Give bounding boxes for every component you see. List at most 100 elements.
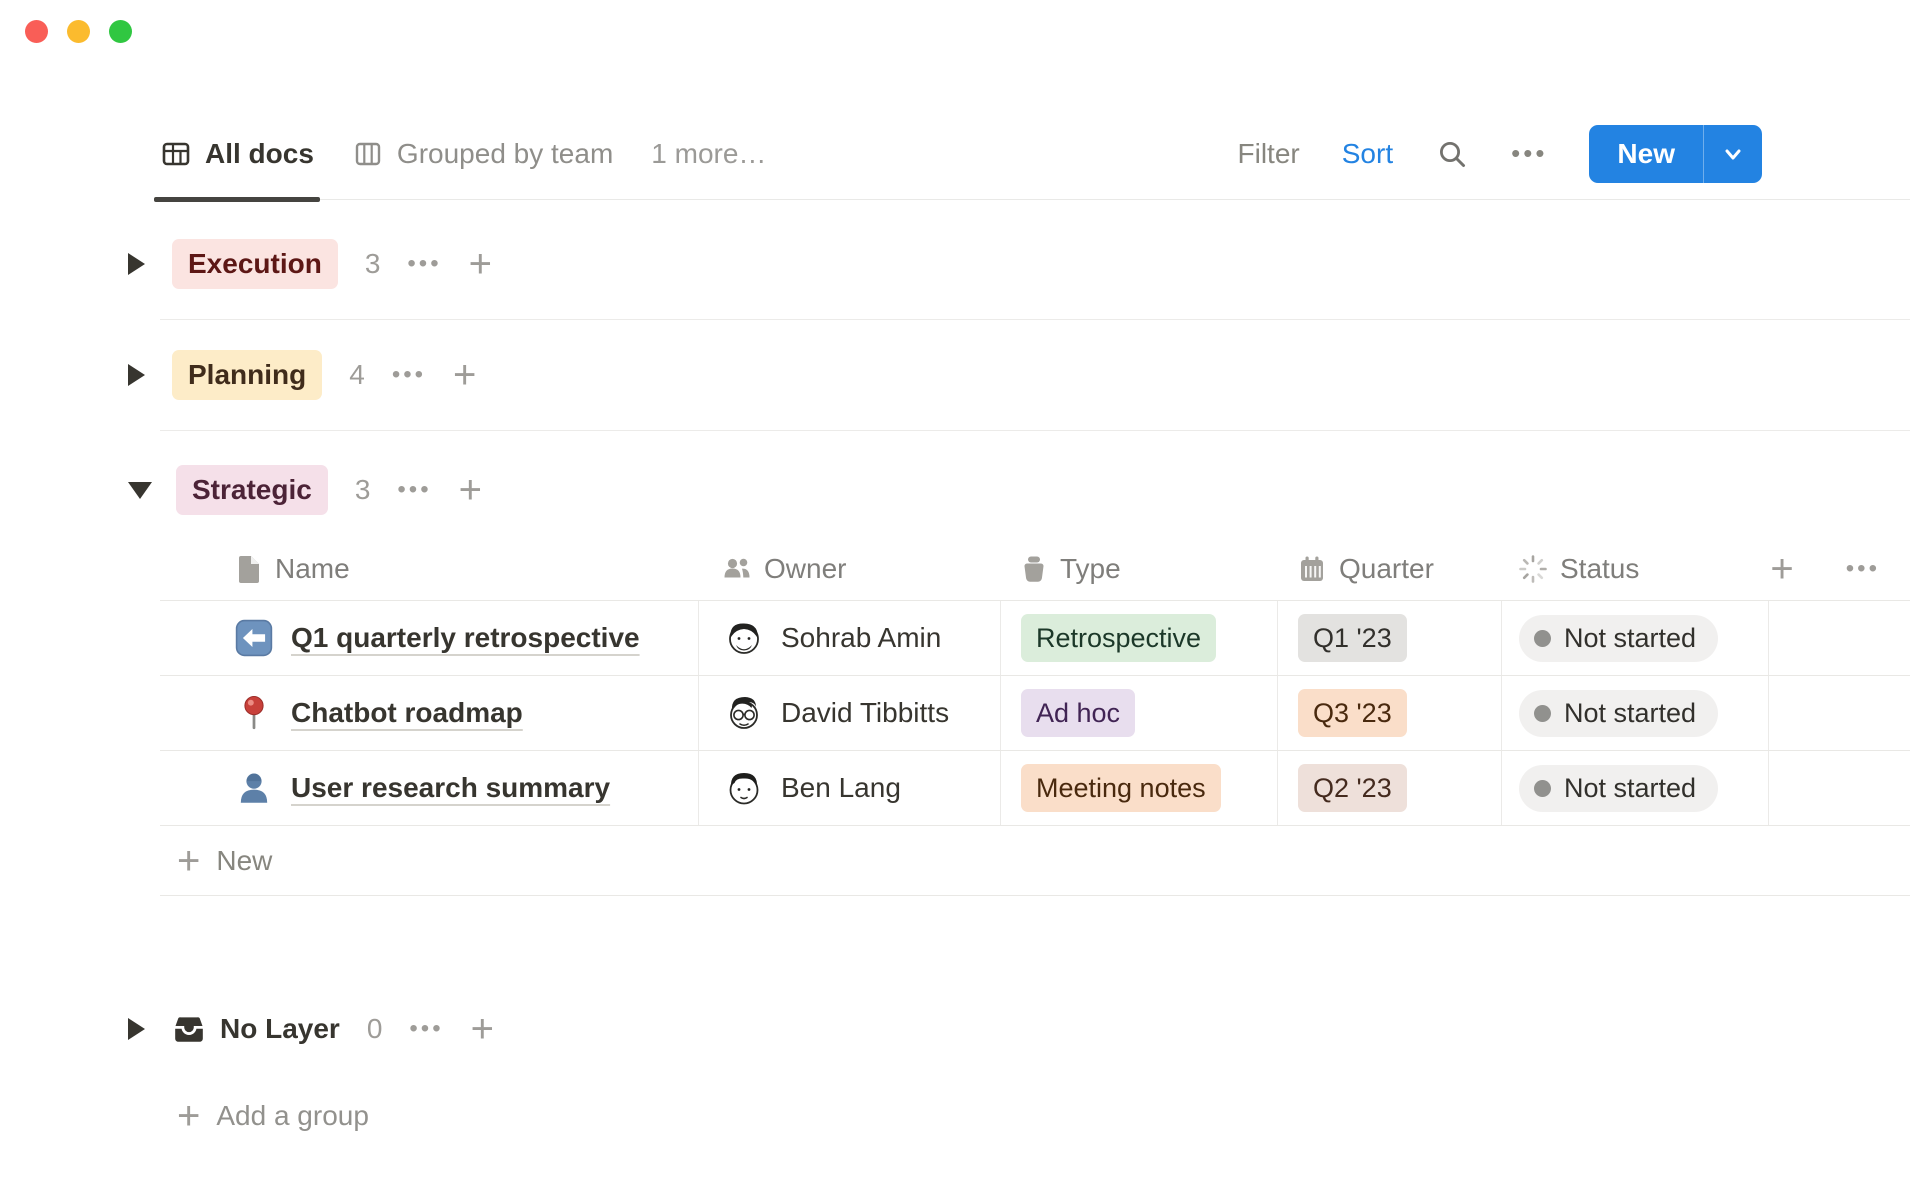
- board-view-icon: [352, 138, 384, 170]
- disclosure-triangle-icon[interactable]: [128, 1018, 145, 1040]
- column-header-quarter[interactable]: Quarter: [1277, 537, 1501, 600]
- disclosure-triangle-icon[interactable]: [128, 364, 145, 386]
- tab-grouped-by-team[interactable]: Grouped by team: [352, 108, 613, 200]
- group-label: No Layer: [220, 1013, 340, 1044]
- group-options-ellipsis-icon[interactable]: •••: [409, 1015, 444, 1042]
- group-count: 0: [366, 1013, 383, 1044]
- column-header-type[interactable]: Type: [1000, 537, 1277, 600]
- group-header-no-layer: No Layer 0 ••• +: [0, 1000, 1920, 1058]
- doc-title-link[interactable]: User research summary: [291, 772, 611, 803]
- disclosure-triangle-icon[interactable]: [128, 253, 145, 275]
- type-tag[interactable]: Ad hoc: [1021, 688, 1136, 738]
- avatar: [723, 692, 765, 734]
- toolbar-actions: Filter Sort ••• New: [1237, 124, 1910, 183]
- group-divider: [160, 430, 1910, 431]
- select-icon: [1020, 554, 1048, 584]
- type-tag[interactable]: Retrospective: [1021, 613, 1217, 663]
- status-badge[interactable]: Not started: [1519, 614, 1719, 662]
- group-tag[interactable]: Planning: [172, 349, 323, 401]
- column-header-name[interactable]: Name: [160, 537, 698, 600]
- filter-button[interactable]: Filter: [1237, 137, 1300, 169]
- status-badge[interactable]: Not started: [1519, 689, 1719, 737]
- new-row-button[interactable]: + New: [160, 826, 1910, 896]
- doc-title-link[interactable]: Chatbot roadmap: [291, 697, 523, 728]
- owner-cell[interactable]: Sohrab Amin: [698, 601, 1000, 675]
- group-options-ellipsis-icon[interactable]: •••: [407, 250, 442, 277]
- type-cell[interactable]: Ad hoc: [1000, 676, 1277, 750]
- empty-cell[interactable]: [1768, 676, 1910, 750]
- group-tag[interactable]: Strategic: [176, 464, 328, 516]
- empty-cell[interactable]: [1768, 751, 1910, 825]
- sort-button[interactable]: Sort: [1341, 137, 1394, 169]
- empty-cell[interactable]: [1768, 601, 1910, 675]
- new-button[interactable]: New: [1589, 124, 1762, 183]
- view-tabs: All docs Grouped by team: [154, 108, 613, 202]
- status-label: Not started: [1564, 772, 1697, 803]
- more-views-link[interactable]: 1 more…: [651, 137, 767, 169]
- avatar: [723, 617, 765, 659]
- add-column-plus-icon[interactable]: +: [1770, 546, 1794, 591]
- people-icon: [722, 554, 752, 584]
- name-cell[interactable]: Chatbot roadmap: [160, 676, 698, 750]
- status-dot-icon: [1534, 704, 1551, 722]
- quarter-cell[interactable]: Q1 '23: [1277, 601, 1501, 675]
- status-label: Not started: [1564, 622, 1697, 653]
- status-cell[interactable]: Not started: [1501, 601, 1768, 675]
- group-options-ellipsis-icon[interactable]: •••: [391, 361, 427, 388]
- group-add-plus-icon[interactable]: +: [470, 1007, 494, 1051]
- quarter-tag[interactable]: Q2 '23: [1298, 763, 1407, 813]
- pushpin-icon: [235, 694, 273, 732]
- column-label: Type: [1060, 552, 1121, 584]
- search-icon[interactable]: [1435, 137, 1469, 171]
- disclosure-triangle-icon[interactable]: [128, 481, 152, 499]
- zoom-window-button[interactable]: [109, 20, 132, 43]
- avatar: [723, 767, 765, 809]
- view-options-ellipsis-icon[interactable]: •••: [1511, 138, 1548, 168]
- group-add-plus-icon[interactable]: +: [453, 353, 477, 397]
- tab-all-docs[interactable]: All docs: [154, 108, 320, 202]
- column-header-owner[interactable]: Owner: [698, 537, 1000, 600]
- group-options-ellipsis-icon[interactable]: •••: [397, 476, 432, 503]
- owner-name: David Tibbitts: [781, 697, 950, 728]
- window-controls: [25, 20, 132, 43]
- table-header-actions: + •••: [1768, 546, 1910, 591]
- docs-table: Name Owner Type: [160, 537, 1910, 896]
- column-header-status[interactable]: Status: [1501, 537, 1768, 600]
- inbox-icon: [172, 1012, 206, 1046]
- table-options-ellipsis-icon[interactable]: •••: [1845, 554, 1880, 582]
- status-cell[interactable]: Not started: [1501, 751, 1768, 825]
- group-header-strategic: Strategic 3 ••• +: [0, 461, 1920, 519]
- type-cell[interactable]: Meeting notes: [1000, 751, 1277, 825]
- table-row: Q1 quarterly retrospective Sohrab Amin R: [160, 601, 1910, 676]
- group-add-plus-icon[interactable]: +: [458, 468, 482, 512]
- group-add-plus-icon[interactable]: +: [468, 242, 492, 286]
- group-title[interactable]: No Layer: [172, 1012, 340, 1046]
- chevron-down-icon[interactable]: [1704, 125, 1762, 183]
- page-icon: [235, 554, 263, 584]
- owner-name: Ben Lang: [781, 772, 901, 803]
- name-cell[interactable]: Q1 quarterly retrospective: [160, 601, 698, 675]
- group-count: 3: [364, 248, 381, 279]
- group-count: 3: [354, 474, 371, 505]
- quarter-cell[interactable]: Q2 '23: [1277, 751, 1501, 825]
- type-cell[interactable]: Retrospective: [1000, 601, 1277, 675]
- quarter-tag[interactable]: Q1 '23: [1298, 613, 1407, 663]
- type-tag[interactable]: Meeting notes: [1021, 763, 1221, 813]
- minimize-window-button[interactable]: [67, 20, 90, 43]
- close-window-button[interactable]: [25, 20, 48, 43]
- quarter-tag[interactable]: Q3 '23: [1298, 688, 1407, 738]
- add-group-button[interactable]: + Add a group: [177, 1088, 1920, 1144]
- owner-cell[interactable]: David Tibbitts: [698, 676, 1000, 750]
- group-count: 4: [349, 359, 365, 390]
- status-badge[interactable]: Not started: [1519, 764, 1719, 812]
- back-arrow-icon: [235, 619, 273, 657]
- status-label: Not started: [1564, 697, 1697, 728]
- quarter-cell[interactable]: Q3 '23: [1277, 676, 1501, 750]
- group-tag[interactable]: Execution: [172, 238, 338, 290]
- status-dot-icon: [1534, 779, 1551, 797]
- new-button-label[interactable]: New: [1617, 137, 1675, 169]
- doc-title-link[interactable]: Q1 quarterly retrospective: [291, 622, 640, 653]
- status-cell[interactable]: Not started: [1501, 676, 1768, 750]
- owner-cell[interactable]: Ben Lang: [698, 751, 1000, 825]
- name-cell[interactable]: User research summary: [160, 751, 698, 825]
